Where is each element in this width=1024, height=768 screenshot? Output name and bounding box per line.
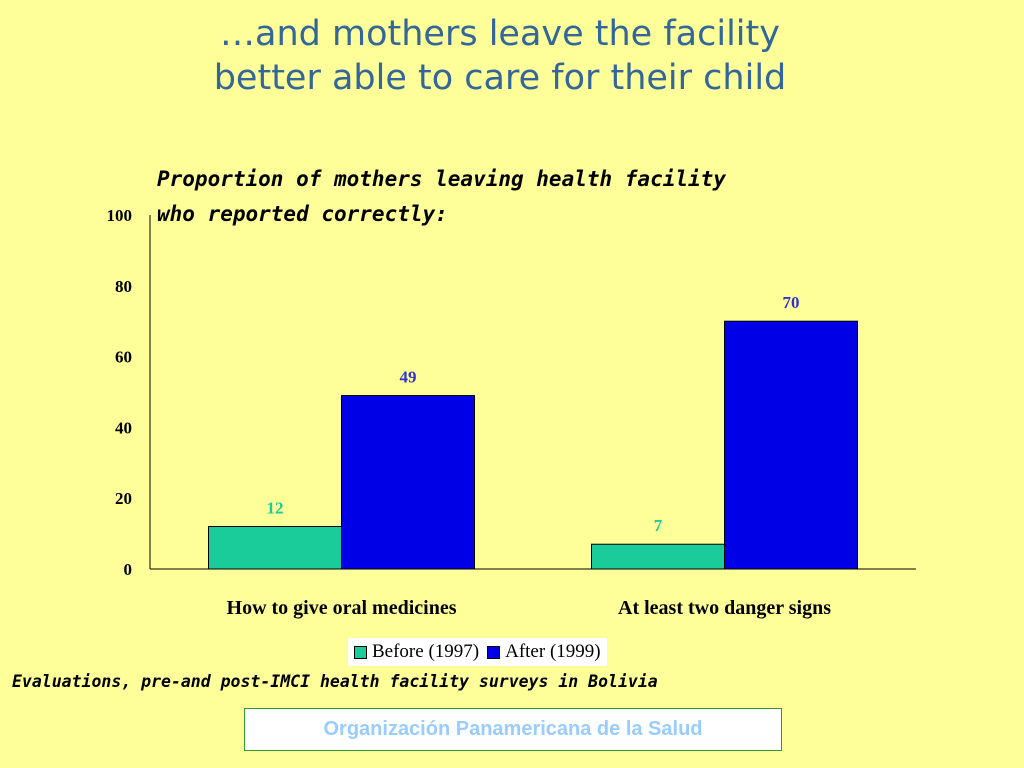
data-label: 49 (400, 368, 417, 387)
legend-item-after: After (1999) (487, 641, 601, 663)
slide-title-line-1: …and mothers leave the facility (220, 14, 780, 54)
bar-before-0 (208, 526, 342, 570)
bar-before-1 (591, 543, 725, 570)
chart-title-line-2: who reported correctly: (157, 202, 448, 226)
legend-label-after: After (1999) (505, 641, 601, 662)
chart-legend: Before (1997) After (1999) (348, 638, 607, 666)
legend-swatch-before (354, 645, 367, 659)
y-tick-label: 20 (115, 489, 132, 508)
chart-title: Proportion of mothers leaving health fac… (157, 162, 797, 232)
data-label: 7 (654, 516, 663, 535)
x-tick-label: How to give oral medicines (227, 597, 457, 619)
legend-item-before: Before (1997) (354, 641, 479, 663)
y-tick-label: 100 (107, 206, 133, 225)
y-tick-label: 40 (115, 418, 132, 437)
data-label: 70 (783, 293, 800, 312)
y-tick-label: 80 (115, 277, 132, 296)
organization-name: Organización Panamericana de la Salud (323, 718, 703, 740)
legend-swatch-after (487, 645, 501, 659)
source-note: Evaluations, pre-and post-IMCI health fa… (12, 672, 658, 691)
chart-title-line-1: Proportion of mothers leaving health fac… (157, 167, 726, 191)
legend-label-before: Before (1997) (372, 641, 480, 662)
slide-title: …and mothers leave the facility better a… (0, 12, 1000, 100)
slide-title-line-2: better able to care for their child (213, 58, 787, 98)
y-tick-label: 60 (115, 348, 132, 367)
data-label: 12 (267, 499, 284, 518)
bar-after-0 (341, 395, 475, 570)
x-tick-label: At least two danger signs (618, 597, 831, 619)
organization-banner: Organización Panamericana de la Salud (244, 708, 782, 751)
bar-after-1 (724, 320, 858, 570)
y-tick-label: 0 (124, 560, 133, 579)
